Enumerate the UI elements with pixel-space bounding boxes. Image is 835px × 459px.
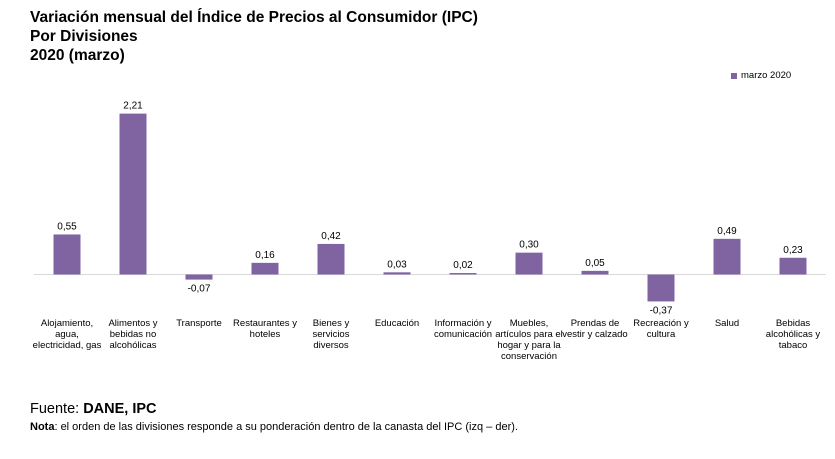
bar: [53, 234, 81, 275]
bar: [317, 243, 345, 275]
source-prefix: Fuente:: [30, 401, 84, 417]
source-line: Fuente: DANE, IPC: [30, 401, 157, 417]
title-line-1: Variación mensual del Índice de Precios …: [30, 9, 478, 26]
bar: [449, 273, 477, 275]
bar: [779, 257, 807, 275]
category-label: Alimentos y bebidas no alcohólicas: [108, 318, 158, 351]
bar-chart: 0,55 2,21 -0,07 0,16 0,42 0,03 0,02 0,30 0,05 -0,…: [34, 101, 826, 316]
data-label: 0,42: [321, 231, 341, 242]
title-line-2: Por Divisiones: [30, 28, 138, 45]
data-label: 0,05: [585, 258, 605, 269]
legend-label: marzo 2020: [741, 70, 792, 81]
legend-swatch: [731, 72, 737, 79]
data-label: 0,03: [387, 259, 407, 270]
category-label: Bebidas alcohólicas y tabaco: [765, 318, 821, 351]
data-label: 0,23: [783, 245, 803, 256]
data-label: 0,49: [717, 226, 737, 237]
bar: [647, 274, 675, 302]
category-label: Alojamiento, agua, electricidad, gas: [32, 318, 102, 351]
data-label: 0,30: [519, 240, 539, 251]
data-label: -0,37: [650, 305, 673, 316]
data-label: 0,55: [57, 221, 77, 232]
note-label: Nota: [30, 421, 55, 433]
category-label: Salud: [714, 318, 740, 329]
bar: [119, 113, 147, 275]
legend: marzo 2020: [731, 70, 791, 81]
note-line: Nota: el orden de las divisiones respond…: [30, 421, 518, 433]
category-label: Educación: [374, 318, 420, 329]
bar: [581, 270, 609, 275]
bar: [383, 272, 411, 275]
bar: [185, 274, 213, 280]
note-text: : el orden de las divisiones responde a …: [54, 421, 518, 433]
category-label: Recreación y cultura: [633, 318, 689, 340]
data-label: 0,16: [255, 250, 275, 261]
category-label: Información y comunicación: [433, 318, 493, 340]
data-label: -0,07: [188, 284, 211, 295]
data-label: 2,21: [123, 101, 143, 112]
category-label: Transporte: [176, 318, 222, 329]
source-value: DANE, IPC: [83, 401, 157, 417]
bar: [251, 262, 279, 275]
chart-title: Variación mensual del Índice de Precios …: [30, 8, 478, 65]
category-label: Prendas de vestir y calzado: [562, 318, 628, 340]
bar: [713, 238, 741, 275]
category-label: Restaurantes y hoteles: [233, 318, 297, 340]
category-label: Muebles, artículos para el hogar y para …: [495, 318, 563, 362]
category-label: Bienes y servicios diversos: [312, 318, 350, 351]
title-line-3: 2020 (marzo): [30, 47, 125, 64]
bar: [515, 252, 543, 275]
data-label: 0,02: [453, 260, 473, 271]
